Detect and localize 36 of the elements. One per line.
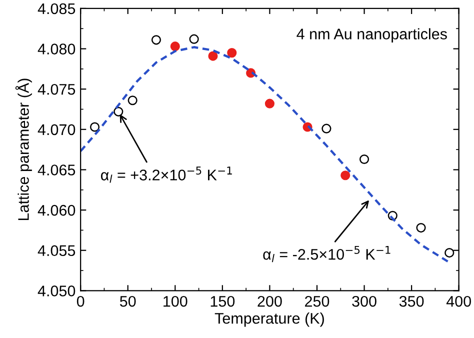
y-tick-label: 4.065 [38, 164, 76, 176]
y-tick-label: 4.050 [38, 286, 76, 296]
point [322, 124, 332, 134]
point [90, 122, 100, 132]
x-tick-label: 150 [210, 296, 235, 307]
point [264, 98, 274, 108]
x-axis-title: Temperature (K) [214, 312, 324, 327]
x-tick-label: 350 [399, 296, 424, 307]
y-tick-label: 4.085 [38, 3, 76, 14]
x-tick-label: 0 [76, 296, 84, 307]
point [416, 222, 426, 233]
point [444, 248, 454, 258]
y-axis-title: Lattice parameter (Å) [15, 78, 32, 220]
point [151, 35, 162, 45]
point [114, 106, 124, 116]
point [340, 170, 350, 180]
x-tick-label: 50 [120, 296, 136, 307]
y-tick-label: 4.075 [38, 84, 76, 95]
y-tick-label: 4.055 [38, 245, 76, 256]
point [170, 42, 180, 52]
y-tick-label: 4.080 [38, 44, 76, 54]
annotation: α$_{l}$ = -2.5×10$^{−5}$ K$^{−1}$ [263, 246, 390, 262]
x-tick-label: 200 [258, 296, 282, 307]
annotation: α$_{l}$ = +3.2×10$^{−5}$ K$^{−1}$ [100, 166, 232, 183]
x-tick-label: 300 [352, 296, 376, 307]
annotation: 4 nm Au nanoparticles [296, 28, 447, 42]
y-tick-label: 4.060 [38, 204, 76, 216]
point [189, 34, 199, 44]
x-tick-label: 400 [446, 296, 471, 307]
x-tick-label: 250 [305, 296, 330, 307]
point [359, 154, 370, 164]
point [227, 48, 237, 58]
point [208, 51, 218, 61]
y-tick-label: 4.070 [38, 124, 76, 136]
point [128, 96, 138, 106]
x-tick-label: 100 [164, 296, 188, 307]
